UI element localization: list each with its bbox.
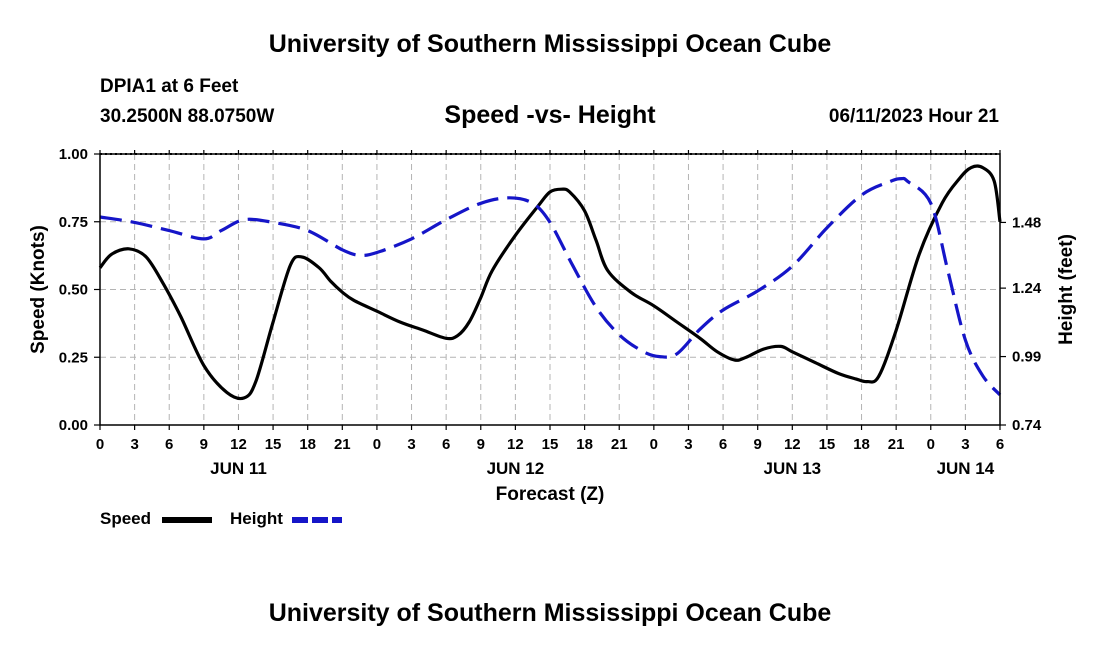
station-coordinates: 30.2500N 88.0750W (100, 106, 275, 127)
axes: 0 3 6 9 12 15 18 21 0 3 6 9 12 15 18 21 0 3 6 9 12 15 18 21 0 3 60… (28, 146, 1077, 505)
x-tick-label: 6 (442, 436, 450, 453)
y2-tick-label: 0.74 (1012, 417, 1042, 434)
y2-axis-title: Height (feet) (1056, 234, 1077, 345)
x-tick-label: 0 (373, 436, 381, 453)
x-tick-label: 12 (507, 436, 524, 453)
grid (100, 154, 1000, 425)
y2-tick-label: 1.24 (1012, 280, 1042, 297)
y2-tick-label: 0.99 (1012, 349, 1041, 366)
x-tick-label: 18 (576, 436, 593, 453)
x-tick-label: 21 (334, 436, 351, 453)
x-tick-label: 6 (719, 436, 727, 453)
forecast-datetime: 06/11/2023 Hour 21 (828, 106, 999, 127)
y-tick-label: 1.00 (59, 146, 88, 163)
legend-label-speed: Speed (100, 509, 152, 528)
y-tick-label: 0.00 (59, 417, 88, 434)
footer-title: University of Southern Mississippi Ocean… (268, 599, 832, 627)
x-tick-label: 3 (130, 436, 138, 453)
x-tick-label: 18 (853, 436, 870, 453)
x-tick-label: 12 (230, 436, 247, 453)
x-tick-label: 12 (784, 436, 801, 453)
x-tick-label: 9 (200, 436, 208, 453)
series-line-height (99, 176, 1002, 397)
x-tick-label: 9 (754, 436, 762, 453)
x-tick-label: 0 (96, 436, 104, 453)
series-layer (98, 164, 1002, 401)
date-label: JUN 12 (487, 459, 545, 478)
x-tick-label: 18 (299, 436, 316, 453)
x-tick-label: 3 (407, 436, 415, 453)
y-tick-label: 0.50 (59, 282, 88, 299)
y-axis-title: Speed (Knots) (28, 225, 49, 354)
date-label: JUN 14 (937, 459, 995, 478)
x-tick-label: 6 (165, 436, 173, 453)
chart-title: Speed -vs- Height (444, 101, 656, 129)
y-tick-label: 0.75 (59, 214, 88, 231)
series-line-speed (98, 164, 1002, 401)
x-axis-title: Forecast (Z) (496, 484, 605, 505)
x-tick-label: 3 (684, 436, 692, 453)
x-tick-label: 9 (477, 436, 485, 453)
page-title: University of Southern Mississippi Ocean… (268, 30, 832, 58)
y2-tick-label: 1.48 (1012, 214, 1041, 231)
x-tick-label: 15 (265, 436, 282, 453)
x-tick-label: 15 (819, 436, 836, 453)
x-tick-label: 21 (888, 436, 905, 453)
y-tick-label: 0.25 (59, 349, 88, 366)
x-tick-label: 0 (927, 436, 935, 453)
date-label: JUN 11 (210, 459, 267, 478)
x-tick-label: 0 (650, 436, 658, 453)
x-tick-label: 15 (542, 436, 559, 453)
station-label: DPIA1 at 6 Feet (100, 76, 239, 97)
x-tick-label: 3 (961, 436, 969, 453)
date-label: JUN 13 (763, 459, 821, 478)
x-tick-label: 6 (996, 436, 1004, 453)
x-tick-label: 21 (611, 436, 628, 453)
legend-label-height: Height (230, 509, 283, 528)
